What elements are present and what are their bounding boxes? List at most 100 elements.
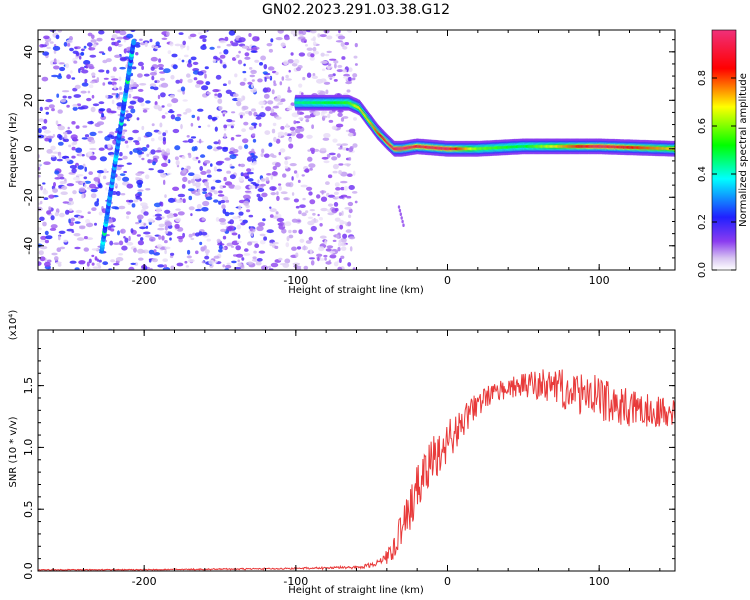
- noise-speckle: [133, 199, 139, 203]
- noise-speckle: [263, 236, 267, 241]
- noise-speckle: [219, 54, 226, 59]
- noise-speckle: [287, 59, 294, 64]
- noise-speckle: [56, 93, 60, 98]
- noise-speckle: [352, 73, 358, 78]
- noise-speckle: [69, 260, 77, 264]
- noise-speckle: [73, 94, 82, 98]
- noise-speckle: [293, 198, 299, 203]
- noise-speckle: [53, 58, 57, 64]
- noise-speckle: [276, 191, 279, 196]
- noise-speckle: [54, 170, 60, 175]
- noise-speckle: [111, 78, 119, 81]
- noise-speckle: [158, 58, 162, 63]
- noise-speckle: [245, 176, 250, 179]
- noise-speckle: [347, 132, 354, 137]
- noise-speckle: [298, 229, 303, 235]
- y-tick-label: -20: [22, 188, 35, 206]
- noise-speckle: [276, 217, 285, 222]
- noise-speckle: [56, 158, 63, 162]
- noise-speckle: [81, 69, 89, 74]
- noise-speckle: [213, 190, 218, 195]
- noise-speckle: [83, 45, 87, 49]
- noise-speckle: [158, 234, 162, 240]
- noise-speckle: [39, 216, 45, 221]
- noise-speckle: [58, 235, 61, 241]
- noise-speckle: [264, 130, 271, 136]
- noise-speckle: [69, 208, 73, 212]
- noise-speckle: [155, 150, 162, 153]
- noise-speckle: [82, 125, 88, 128]
- noise-speckle: [44, 239, 50, 244]
- noise-speckle: [52, 134, 56, 138]
- noise-speckle: [72, 87, 78, 92]
- noise-speckle: [341, 221, 348, 225]
- noise-speckle: [254, 59, 260, 63]
- noise-speckle: [151, 137, 155, 142]
- noise-speckle: [260, 240, 266, 245]
- noise-speckle: [205, 251, 209, 257]
- noise-speckle: [291, 112, 299, 118]
- noise-speckle: [106, 58, 112, 63]
- noise-speckle: [266, 43, 273, 47]
- noise-speckle: [149, 236, 156, 242]
- noise-speckle: [243, 200, 250, 206]
- noise-speckle: [261, 265, 268, 270]
- noise-speckle: [183, 112, 188, 115]
- noise-speckle: [327, 212, 335, 216]
- noise-speckle: [159, 77, 165, 81]
- noise-speckle: [112, 66, 117, 72]
- noise-speckle: [175, 79, 181, 84]
- noise-speckle: [285, 123, 289, 128]
- noise-speckle: [176, 235, 185, 240]
- noise-speckle: [57, 125, 65, 131]
- noise-speckle: [318, 217, 323, 221]
- noise-speckle: [217, 92, 223, 98]
- noise-speckle: [347, 76, 352, 82]
- noise-speckle: [269, 206, 272, 209]
- noise-speckle: [320, 78, 327, 83]
- noise-speckle: [321, 68, 326, 72]
- noise-speckle: [86, 222, 94, 228]
- noise-speckle: [337, 242, 342, 247]
- noise-speckle: [226, 170, 232, 174]
- noise-speckle: [257, 188, 265, 192]
- noise-speckle: [251, 108, 256, 112]
- noise-speckle: [319, 235, 327, 239]
- noise-speckle: [279, 221, 284, 226]
- noise-speckle: [319, 90, 326, 97]
- noise-speckle: [301, 92, 304, 96]
- noise-speckle: [221, 204, 226, 210]
- noise-speckle: [188, 233, 193, 238]
- noise-speckle: [229, 123, 235, 127]
- noise-speckle: [46, 210, 52, 215]
- noise-speckle: [223, 127, 227, 131]
- noise-speckle: [170, 252, 175, 256]
- noise-speckle: [191, 114, 196, 119]
- noise-speckle: [353, 55, 358, 59]
- colorbar-ticks: 0.0 0.2 0.4 0.6 0.8: [697, 70, 736, 278]
- noise-speckle: [131, 66, 137, 70]
- noise-speckle: [154, 45, 159, 50]
- noise-speckle: [328, 74, 334, 78]
- noise-speckle: [139, 83, 147, 86]
- noise-speckle: [187, 78, 193, 83]
- noise-speckle: [312, 73, 316, 77]
- noise-speckle: [166, 103, 172, 107]
- noise-speckle: [263, 93, 270, 99]
- noise-speckle: [122, 123, 127, 127]
- noise-speckle: [275, 116, 282, 120]
- noise-speckle: [176, 262, 184, 267]
- noise-speckle: [313, 111, 321, 116]
- noise-speckle: [224, 264, 232, 269]
- noise-speckle: [186, 165, 191, 170]
- noise-speckle: [334, 63, 337, 69]
- noise-speckle: [107, 81, 112, 85]
- noise-speckle: [288, 105, 294, 109]
- noise-speckle: [74, 246, 81, 250]
- noise-speckle: [38, 250, 44, 256]
- noise-speckle: [182, 40, 186, 46]
- noise-speckle: [38, 166, 41, 171]
- noise-speckle: [88, 258, 92, 264]
- noise-speckle: [215, 217, 220, 222]
